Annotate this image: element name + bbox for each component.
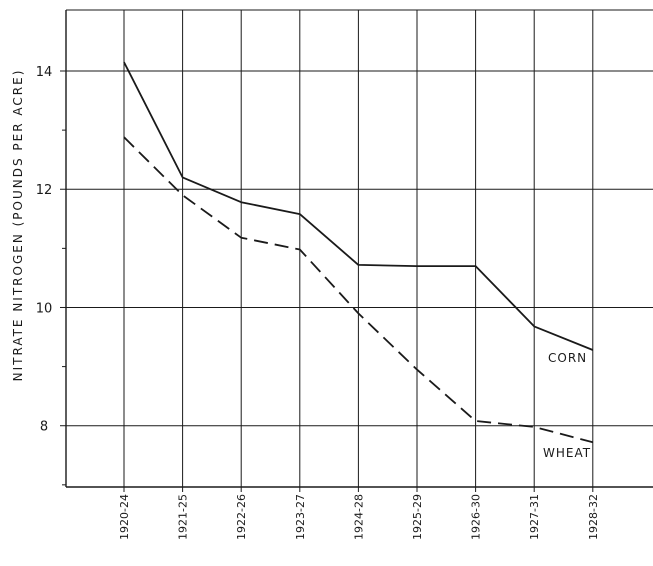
- series-line-corn: [123, 61, 594, 351]
- series-label-wheat: WHEAT: [543, 446, 591, 460]
- x-tick-label: 1925-29: [411, 494, 424, 540]
- x-tick-label: 1923-27: [294, 494, 307, 540]
- y-tick-label: 14: [36, 65, 53, 80]
- series-line-wheat: [123, 136, 594, 444]
- x-tick-label: 1927-31: [528, 494, 541, 540]
- x-tick-label: 1924-28: [352, 494, 365, 540]
- y-tick-label: 8: [40, 420, 48, 435]
- series-label-corn: CORN: [548, 351, 587, 365]
- y-axis-ticks: 8 10 12 14: [36, 65, 66, 486]
- x-tick-label: 1920-24: [118, 494, 131, 540]
- y-tick-label: 10: [36, 301, 53, 316]
- y-axis-label: NITRATE NITROGEN (POUNDS PER ACRE): [11, 69, 25, 382]
- y-tick-label: 12: [36, 183, 53, 198]
- x-tick-label: 1921-25: [177, 494, 190, 540]
- x-tick-label: 1928-32: [587, 494, 600, 540]
- x-tick-label: 1922-26: [235, 494, 248, 540]
- x-tick-label: 1926-30: [470, 494, 483, 540]
- grid-lines: [65, 9, 653, 488]
- x-axis-ticks: 1920-24 1921-25 1922-26 1923-27 1924-28 1925-…: [118, 487, 600, 540]
- series-lines: [123, 61, 594, 444]
